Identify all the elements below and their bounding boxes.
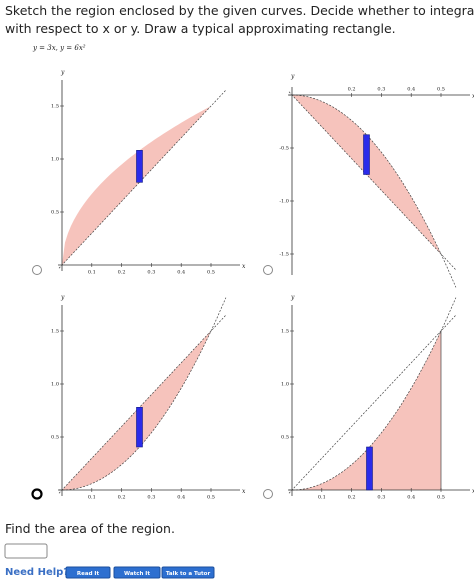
y-axis-label: y — [60, 69, 65, 76]
help-label: Need Help? — [5, 567, 69, 578]
x-axis-label: x — [472, 488, 474, 495]
x-tick-label: 0.4 — [177, 495, 185, 501]
x-tick-label: 0.3 — [147, 495, 155, 501]
y-tick-label: 1.0 — [281, 382, 289, 388]
x-tick-label: 0.5 — [207, 495, 215, 501]
options: x y 0.1 0.2 0.3 0.4 0.5 0.5 1.0 1.5 x y 0.2 0.3 0.4 0.5… — [33, 69, 474, 501]
approx-rectangle — [363, 134, 370, 175]
help-button-label: Watch It — [124, 571, 150, 577]
curve — [58, 89, 227, 269]
y-axis-label: y — [60, 294, 65, 301]
y-tick-label: 0.5 — [51, 210, 59, 216]
x-tick-label: 0.4 — [407, 87, 415, 93]
help-button[interactable] — [161, 566, 215, 579]
x-tick-label: 0.1 — [88, 495, 96, 501]
region — [292, 331, 441, 490]
curve — [288, 297, 457, 491]
y-tick-label: 0.5 — [281, 435, 289, 441]
prompt: Find the area of the region. — [5, 521, 175, 536]
x-axis-label: x — [472, 93, 474, 100]
x-tick-label: 0.1 — [318, 495, 326, 501]
y-tick-label: 1.0 — [51, 157, 59, 163]
help-button[interactable] — [113, 566, 161, 579]
y-axis-label: y — [290, 294, 295, 301]
x-tick-label: 0.5 — [437, 87, 445, 93]
x-tick-label: 0.2 — [118, 270, 126, 276]
curve — [58, 314, 227, 494]
x-tick-label: 0.2 — [348, 87, 356, 93]
radio-button[interactable] — [263, 265, 273, 275]
x-axis-label: x — [242, 263, 246, 270]
x-tick-label: 0.2 — [118, 495, 126, 501]
question-line: with respect to x or y. Draw a typical a… — [5, 21, 396, 36]
curve — [288, 91, 457, 271]
x-axis-label: x — [242, 488, 246, 495]
x-tick-label: 0.3 — [377, 495, 385, 501]
y-tick-label: 1.5 — [51, 329, 59, 335]
approx-rectangle — [136, 407, 143, 448]
y-axis-label: y — [290, 73, 295, 80]
question-line: Sketch the region enclosed by the given … — [5, 3, 474, 18]
y-tick-label: 1.5 — [281, 329, 289, 335]
x-tick-label: 0.3 — [377, 87, 385, 93]
y-tick-label: -0.5 — [279, 146, 289, 152]
y-tick-label: 0.5 — [51, 435, 59, 441]
radio-button[interactable] — [32, 265, 42, 275]
y-tick-label: 1.0 — [51, 382, 59, 388]
approx-rectangle — [366, 446, 373, 491]
x-tick-label: 0.5 — [437, 495, 445, 501]
radio-button[interactable] — [31, 488, 43, 500]
x-tick-label: 0.4 — [407, 495, 415, 501]
x-tick-label: 0.5 — [207, 270, 215, 276]
help-button-label: Read It — [77, 571, 100, 577]
curve — [288, 94, 457, 288]
x-tick-label: 0.1 — [88, 270, 96, 276]
curve — [288, 314, 457, 494]
curve — [58, 297, 227, 491]
y-tick-label: -1.5 — [279, 252, 289, 258]
x-tick-label: 0.3 — [147, 270, 155, 276]
help-buttons: Read It Watch It Talk to a Tutor — [65, 566, 215, 579]
y-tick-label: 1.5 — [51, 104, 59, 110]
x-tick-label: 0.2 — [348, 495, 356, 501]
approx-rectangle — [136, 150, 143, 183]
help-button[interactable] — [65, 566, 111, 579]
radio-button[interactable] — [263, 489, 273, 499]
help-button-label: Talk to a Tutor — [166, 571, 211, 577]
y-tick-label: -1.0 — [279, 199, 289, 205]
x-tick-label: 0.4 — [177, 270, 185, 276]
equation: y = 3x, y = 6x² — [32, 44, 86, 52]
answer-input[interactable] — [4, 543, 48, 559]
